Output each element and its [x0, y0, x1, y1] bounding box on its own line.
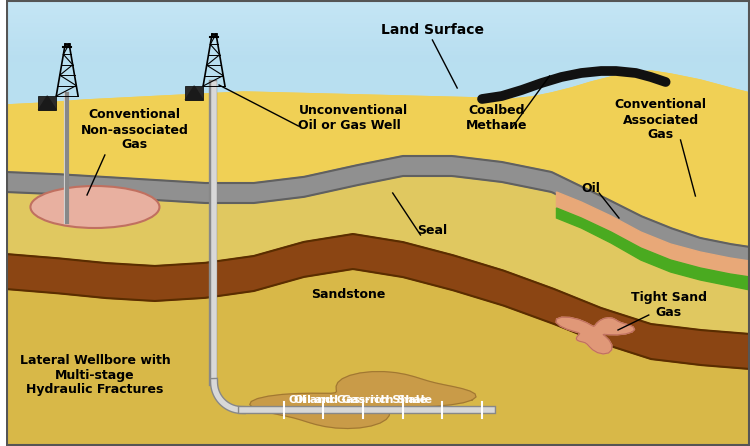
Bar — [6, 42, 750, 44]
Bar — [6, 52, 750, 54]
Bar — [6, 28, 750, 30]
Bar — [6, 38, 750, 40]
Polygon shape — [185, 86, 203, 100]
Bar — [6, 20, 750, 22]
Bar — [6, 26, 750, 28]
Bar — [6, 40, 750, 42]
Bar — [6, 54, 750, 56]
Text: Lateral Wellbore with
Multi-stage
Hydraulic Fractures: Lateral Wellbore with Multi-stage Hydrau… — [20, 354, 170, 396]
Bar — [6, 30, 750, 32]
Polygon shape — [6, 176, 750, 334]
Text: Conventional
Non-associated
Gas: Conventional Non-associated Gas — [81, 108, 188, 152]
Bar — [6, 36, 750, 38]
Bar — [6, 18, 750, 20]
Bar — [6, 48, 750, 50]
Bar — [185, 86, 203, 100]
Polygon shape — [6, 269, 750, 446]
Bar — [6, 0, 750, 2]
Text: Oil and Gas-rich Shale: Oil and Gas-rich Shale — [289, 395, 427, 405]
Text: Land Surface: Land Surface — [381, 23, 484, 37]
Bar — [6, 12, 750, 14]
Text: Unconventional
Oil or Gas Well: Unconventional Oil or Gas Well — [298, 104, 407, 132]
Bar — [6, 24, 750, 26]
Text: Sandstone: Sandstone — [310, 289, 386, 301]
Polygon shape — [6, 234, 750, 369]
Bar — [6, 22, 750, 24]
Text: Conventional
Associated
Gas: Conventional Associated Gas — [615, 99, 706, 141]
Bar — [6, 16, 750, 18]
Bar — [6, 2, 750, 4]
Bar — [6, 10, 750, 12]
Text: Oil and Gas-rich Shale: Oil and Gas-rich Shale — [294, 395, 432, 405]
Ellipse shape — [31, 186, 160, 228]
Bar — [6, 14, 750, 16]
Bar — [6, 6, 750, 8]
Bar — [6, 56, 750, 58]
Bar — [6, 58, 750, 60]
Polygon shape — [38, 96, 56, 110]
Bar — [38, 96, 56, 110]
Text: Seal: Seal — [417, 223, 448, 236]
Text: Oil: Oil — [582, 182, 601, 194]
Polygon shape — [6, 71, 750, 446]
Polygon shape — [556, 192, 750, 277]
Polygon shape — [556, 317, 634, 354]
Bar — [6, 46, 750, 48]
Bar — [6, 8, 750, 10]
Bar — [6, 34, 750, 36]
Polygon shape — [6, 71, 750, 247]
Text: Tight Sand
Gas: Tight Sand Gas — [631, 291, 706, 319]
Bar — [6, 32, 750, 34]
Polygon shape — [556, 208, 750, 290]
Bar — [6, 50, 750, 52]
Bar — [6, 44, 750, 46]
Text: Coalbed
Methane: Coalbed Methane — [466, 104, 528, 132]
Polygon shape — [6, 156, 750, 267]
Polygon shape — [250, 372, 476, 429]
Bar — [6, 4, 750, 6]
